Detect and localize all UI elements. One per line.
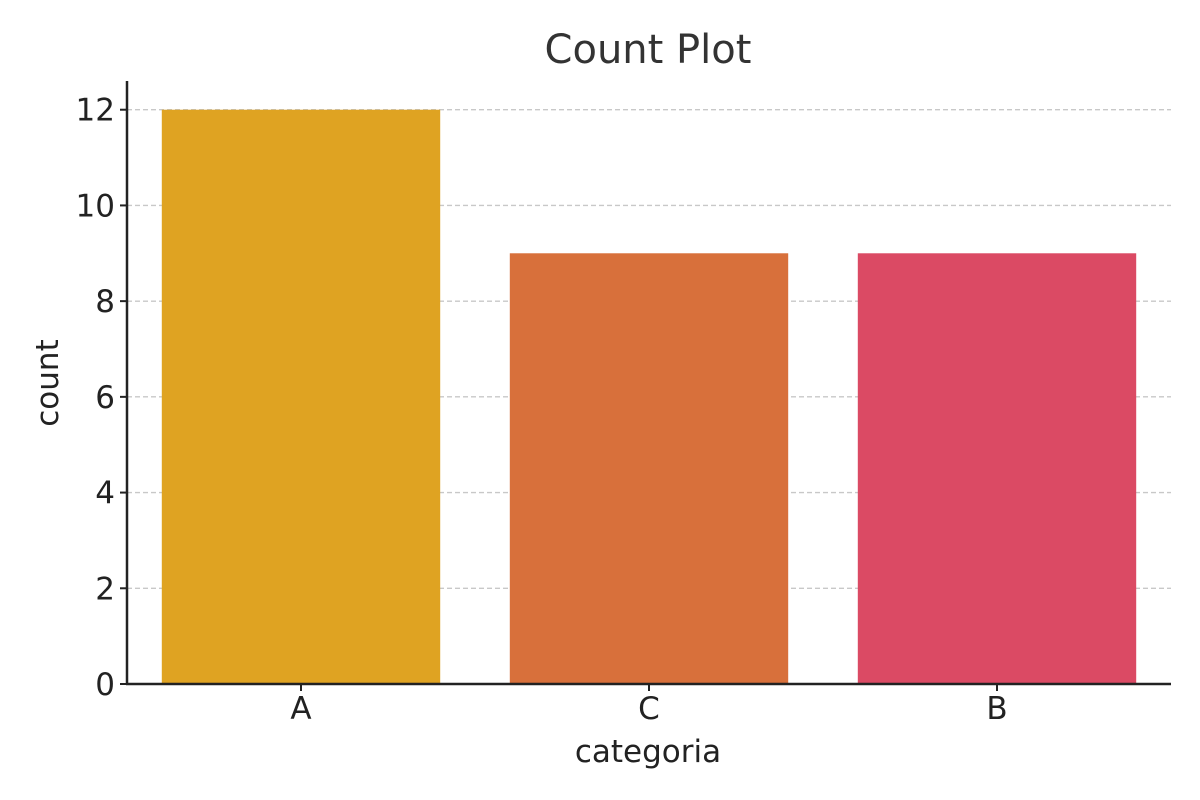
y-axis-label: count	[30, 339, 66, 426]
x-tick-label: A	[290, 691, 311, 727]
x-tick-label: B	[986, 691, 1007, 727]
y-tick-label: 0	[95, 667, 115, 703]
y-tick-label: 12	[76, 93, 115, 129]
x-tick-label: C	[638, 691, 660, 727]
y-tick-label: 10	[76, 188, 115, 224]
bar-C	[509, 253, 789, 685]
bar-A	[161, 109, 441, 684]
x-axis-label: categoria	[575, 734, 721, 770]
y-tick-label: 4	[95, 476, 115, 512]
y-tick-layer: 0 2 4 6 8 10 12	[76, 93, 127, 703]
y-tick-label: 6	[95, 380, 115, 416]
bar-layer	[161, 109, 1137, 685]
y-tick-label: 8	[95, 284, 115, 320]
chart-title: Count Plot	[545, 27, 752, 73]
y-tick-label: 2	[95, 571, 115, 607]
bar-B	[857, 253, 1137, 685]
